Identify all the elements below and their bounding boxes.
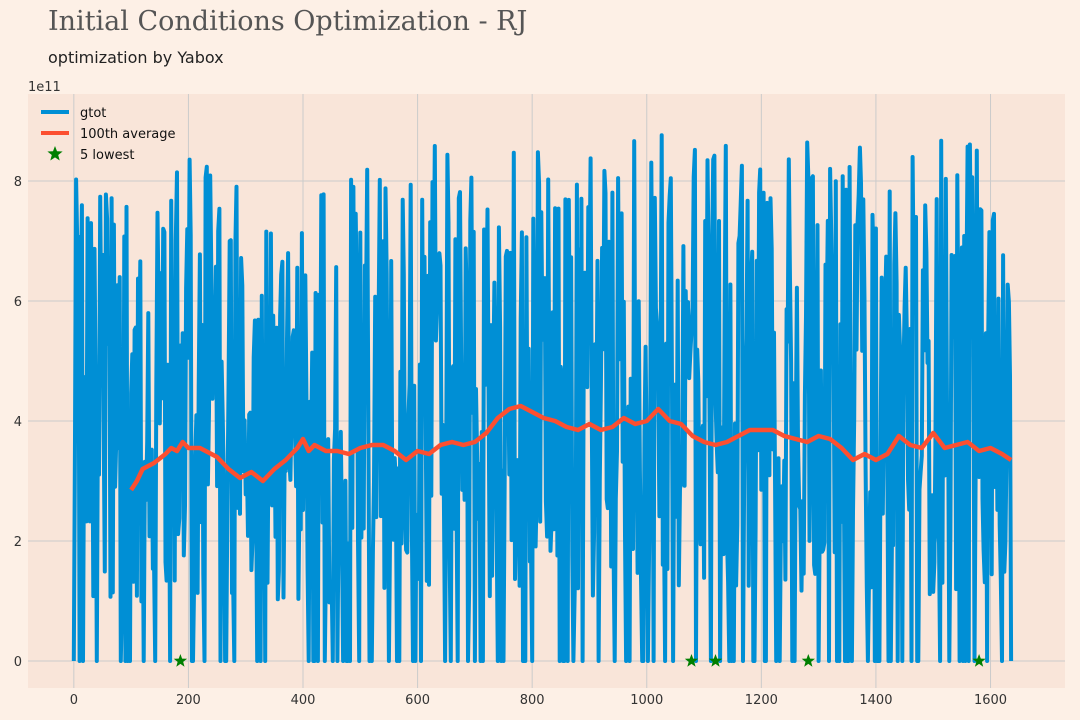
lowest-point-star bbox=[684, 654, 699, 667]
x-tick-label: 1200 bbox=[745, 693, 778, 708]
legend-label: gtot bbox=[80, 106, 106, 121]
legend-label: 100th average bbox=[80, 127, 176, 142]
gtot-line bbox=[71, 133, 1014, 663]
lowest-point-star bbox=[708, 654, 723, 667]
chart-subtitle: optimization by Yabox bbox=[48, 48, 224, 67]
lowest-point-star bbox=[173, 654, 188, 667]
chart-title: Initial Conditions Optimization - RJ bbox=[48, 6, 528, 37]
lowest-point-star bbox=[801, 654, 815, 667]
legend-label: 5 lowest bbox=[80, 148, 134, 163]
legend-swatch bbox=[47, 146, 63, 161]
y-axis-scale-label: 1e11 bbox=[28, 80, 61, 95]
y-tick-label: 2 bbox=[14, 535, 22, 550]
series-100th-average bbox=[129, 403, 1013, 492]
x-tick-label: 1400 bbox=[859, 693, 892, 708]
x-tick-label: 800 bbox=[520, 693, 545, 708]
lowest-point-star bbox=[972, 654, 986, 667]
y-tick-label: 4 bbox=[14, 415, 22, 430]
y-tick-label: 8 bbox=[14, 175, 22, 190]
series-5-lowest bbox=[173, 654, 986, 667]
x-tick-label: 400 bbox=[291, 693, 316, 708]
x-tick-label: 1000 bbox=[630, 693, 663, 708]
x-tick-label: 0 bbox=[70, 693, 78, 708]
x-tick-label: 1600 bbox=[974, 693, 1007, 708]
average-line bbox=[129, 403, 1013, 492]
series-gtot bbox=[71, 133, 1014, 663]
x-tick-label: 600 bbox=[405, 693, 430, 708]
legend: gtot 100th average 5 lowest bbox=[41, 106, 176, 163]
y-tick-label: 6 bbox=[14, 295, 22, 310]
x-tick-label: 200 bbox=[176, 693, 201, 708]
y-tick-label: 0 bbox=[14, 655, 22, 670]
axis-ticks: 0 200 400 600 800 1000 1200 1400 1600 0 2 4 6 8 bbox=[14, 175, 1007, 708]
